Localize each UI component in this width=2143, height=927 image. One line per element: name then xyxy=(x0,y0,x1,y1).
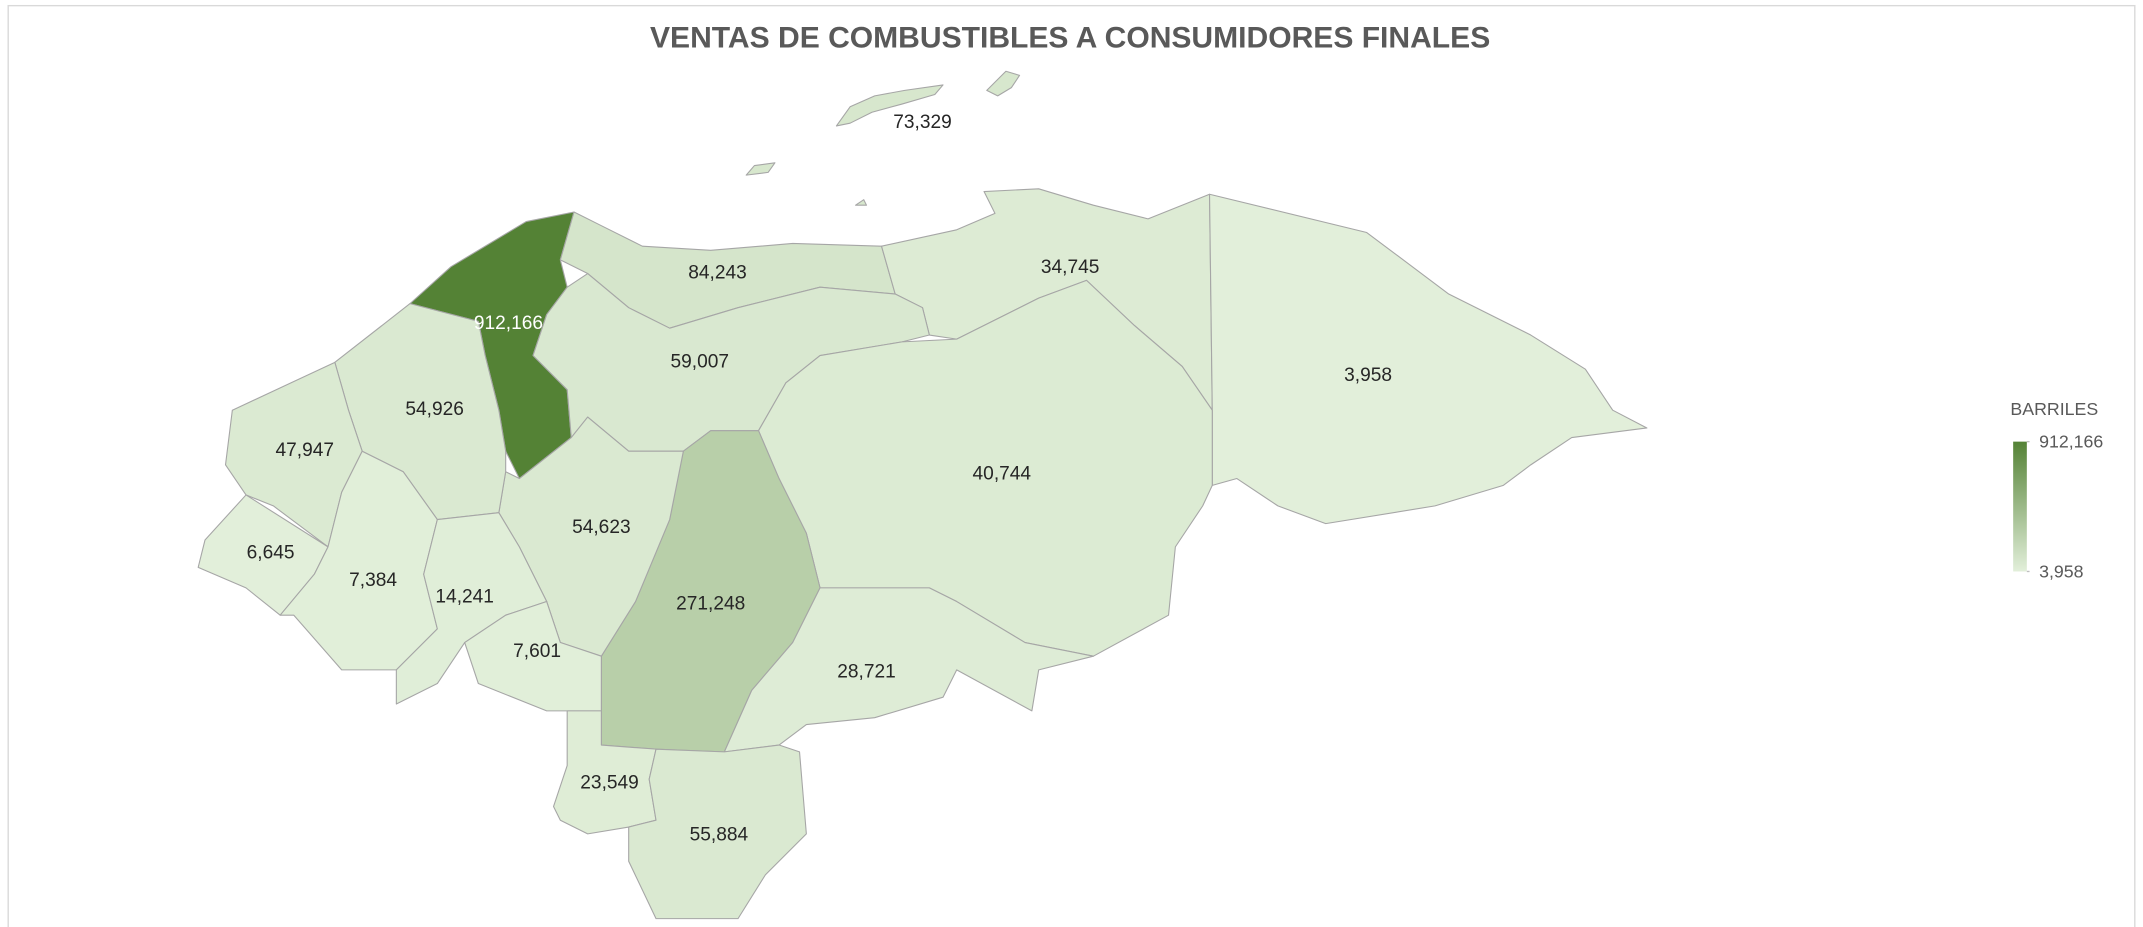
region-label: 7,384 xyxy=(349,570,397,591)
legend-title: BARRILES xyxy=(2010,399,2098,419)
region-label: 59,007 xyxy=(671,351,730,372)
regions: 73,329 912,166 84,243 34,745 3,958 59,007 40,7… xyxy=(197,70,1648,920)
region-label: 271,248 xyxy=(676,593,745,614)
colorbar-tick-label: 3,958 xyxy=(2039,562,2084,582)
region-label: 55,884 xyxy=(690,824,749,845)
region xyxy=(1208,193,1648,525)
region-label: 54,926 xyxy=(405,399,463,420)
region-label: 912,166 xyxy=(474,313,543,334)
colorbar xyxy=(2013,441,2027,572)
region-label: 73,329 xyxy=(893,112,951,133)
legend: 3,958 912,166 xyxy=(2013,432,2103,582)
region-label: 28,721 xyxy=(837,662,896,683)
region-label: 47,947 xyxy=(276,440,334,461)
region xyxy=(628,744,807,920)
region-label: 14,241 xyxy=(435,586,494,607)
region-label: 6,645 xyxy=(247,543,295,564)
region-label: 7,601 xyxy=(513,641,561,662)
region-label: 34,745 xyxy=(1041,257,1099,278)
region-label: 40,744 xyxy=(973,463,1032,484)
region-label: 84,243 xyxy=(688,263,747,284)
region xyxy=(464,600,602,712)
region-label: 23,549 xyxy=(580,772,639,793)
region-label: 54,623 xyxy=(572,517,631,538)
chart-title: VENTAS DE COMBUSTIBLES A CONSUMIDORES FI… xyxy=(650,22,1490,55)
region xyxy=(723,587,1094,753)
region xyxy=(745,70,1021,206)
region xyxy=(395,512,548,705)
region-label: 3,958 xyxy=(1344,365,1392,386)
colorbar-tick-label: 912,166 xyxy=(2039,432,2103,452)
